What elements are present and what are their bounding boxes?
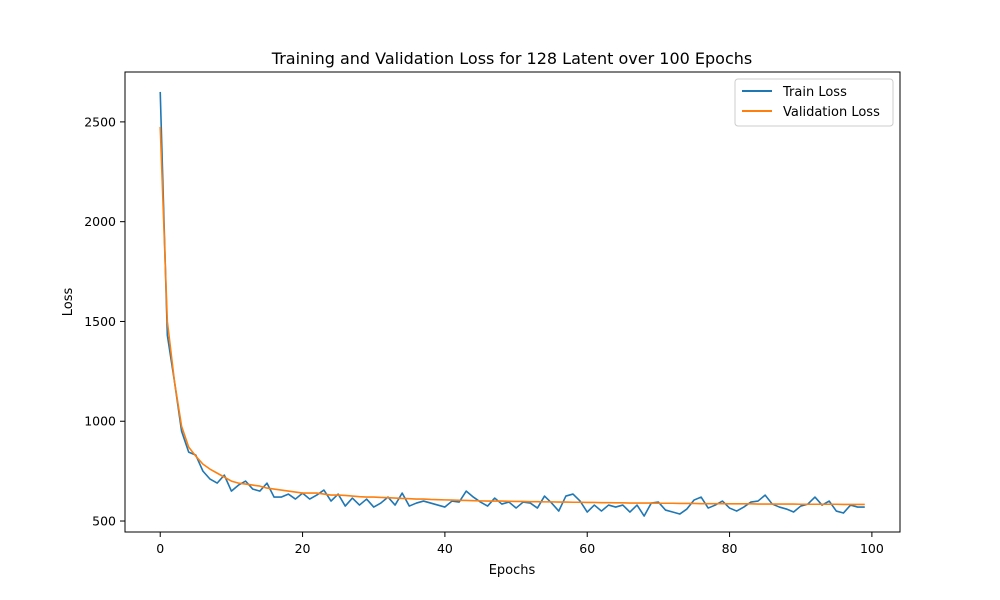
y-tick-label: 2000	[84, 214, 116, 229]
x-axis-label: Epochs	[489, 563, 536, 578]
x-tick-label: 20	[295, 541, 311, 556]
legend-label-train-loss: Train Loss	[782, 85, 847, 100]
x-tick-label: 0	[156, 541, 164, 556]
legend-box	[734, 78, 894, 127]
plot-area	[124, 71, 901, 533]
y-tick-label: 500	[92, 514, 116, 529]
x-tick-label: 80	[722, 541, 738, 556]
y-axis-label: Loss	[61, 288, 76, 317]
x-tick-label: 40	[437, 541, 453, 556]
series-line-validation-loss	[159, 126, 865, 506]
legend-label-validation-loss: Validation Loss	[783, 105, 880, 120]
x-tick-label: 100	[860, 541, 884, 556]
series-lines	[159, 91, 865, 517]
chart-title: Training and Validation Loss for 128 Lat…	[271, 49, 752, 68]
x-tick-label: 60	[579, 541, 595, 556]
x-axis-ticks: 0 20 40 60 80 100	[156, 532, 884, 556]
y-axis-ticks: 500 1000 1500 2000 2500	[84, 114, 125, 529]
y-tick-label: 1500	[84, 314, 116, 329]
plot-frame	[124, 71, 901, 533]
legend: Train Loss Validation Loss	[734, 78, 894, 127]
y-tick-label: 1000	[84, 414, 116, 429]
y-tick-label: 2500	[84, 114, 116, 129]
series-line-train-loss	[159, 91, 865, 517]
